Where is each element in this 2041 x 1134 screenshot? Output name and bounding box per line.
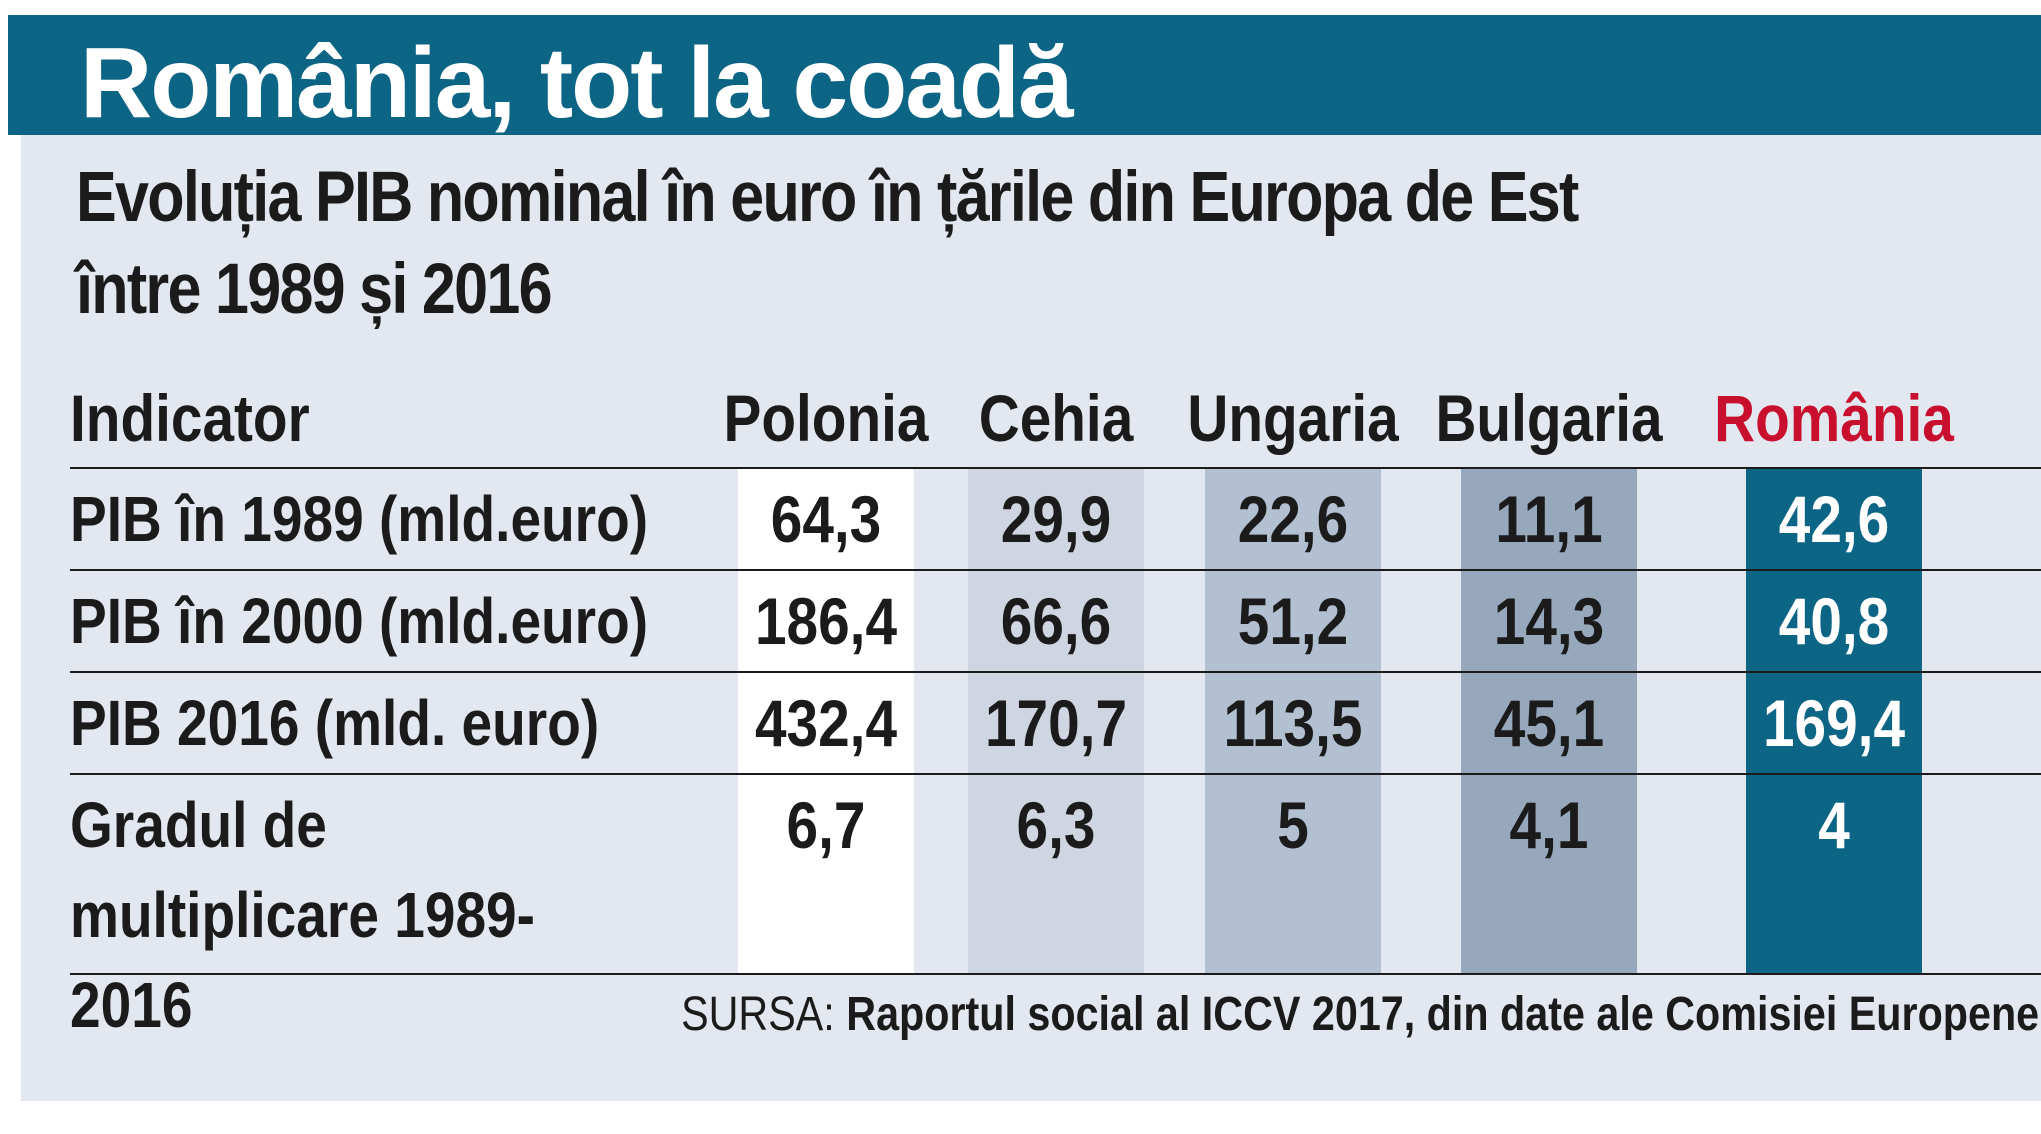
headline-banner: România, tot la coadă — [8, 15, 2041, 135]
row-divider — [70, 569, 2041, 571]
row-divider — [70, 973, 2041, 975]
cell: 40,8 — [1778, 584, 1890, 658]
cell: 11,1 — [1495, 482, 1603, 556]
cell: 169,4 — [1762, 686, 1906, 760]
cell: 4 — [1818, 788, 1850, 862]
header-2: Ungaria — [1187, 381, 1399, 455]
row-label-3: Gradul de multiplicare 1989-2016 — [70, 789, 535, 1041]
cell: 14,3 — [1493, 584, 1605, 658]
cell: 42,6 — [1778, 482, 1890, 556]
cell: 64,3 — [770, 482, 882, 556]
header-3: Bulgaria — [1435, 381, 1663, 455]
cell: 170,7 — [984, 686, 1128, 760]
row-divider — [70, 773, 2041, 775]
header-4: România — [1714, 381, 1954, 455]
column-band-4 — [1746, 468, 1922, 974]
cell: 5 — [1277, 788, 1309, 862]
chart-title: Evoluția PIB nominal în euro în țările d… — [76, 158, 1579, 329]
row-divider — [70, 467, 2041, 469]
cell: 432,4 — [754, 686, 898, 760]
cell: 186,4 — [754, 584, 898, 658]
cell: 51,2 — [1237, 584, 1349, 658]
header-0: Polonia — [723, 381, 929, 455]
cell: 45,1 — [1493, 686, 1605, 760]
source-text: Raportul social al ICCV 2017, din date a… — [846, 988, 2040, 1041]
cell: 6,7 — [786, 788, 866, 862]
row-divider — [70, 671, 2041, 673]
row-label-1: PIB în 2000 (mld.euro) — [70, 585, 649, 657]
headline: România, tot la coadă — [80, 27, 1074, 139]
column-band-1 — [968, 468, 1144, 974]
column-band-2 — [1205, 468, 1381, 974]
cell: 29,9 — [1000, 482, 1112, 556]
row-label-2: PIB 2016 (mld. euro) — [70, 687, 600, 759]
cell: 6,3 — [1016, 788, 1096, 862]
row-label-0: PIB în 1989 (mld.euro) — [70, 483, 649, 555]
header-1: Cehia — [978, 381, 1134, 455]
cell: 113,5 — [1223, 686, 1363, 760]
header-indicator: Indicator — [70, 381, 310, 455]
column-band-3 — [1461, 468, 1637, 974]
source-note: SURSA: Raportul social al ICCV 2017, din… — [681, 984, 2039, 1046]
cell: 22,6 — [1237, 482, 1349, 556]
source-prefix: SURSA: — [680, 988, 835, 1041]
cell: 4,1 — [1509, 788, 1589, 862]
column-band-0 — [738, 468, 914, 974]
cell: 66,6 — [1000, 584, 1112, 658]
